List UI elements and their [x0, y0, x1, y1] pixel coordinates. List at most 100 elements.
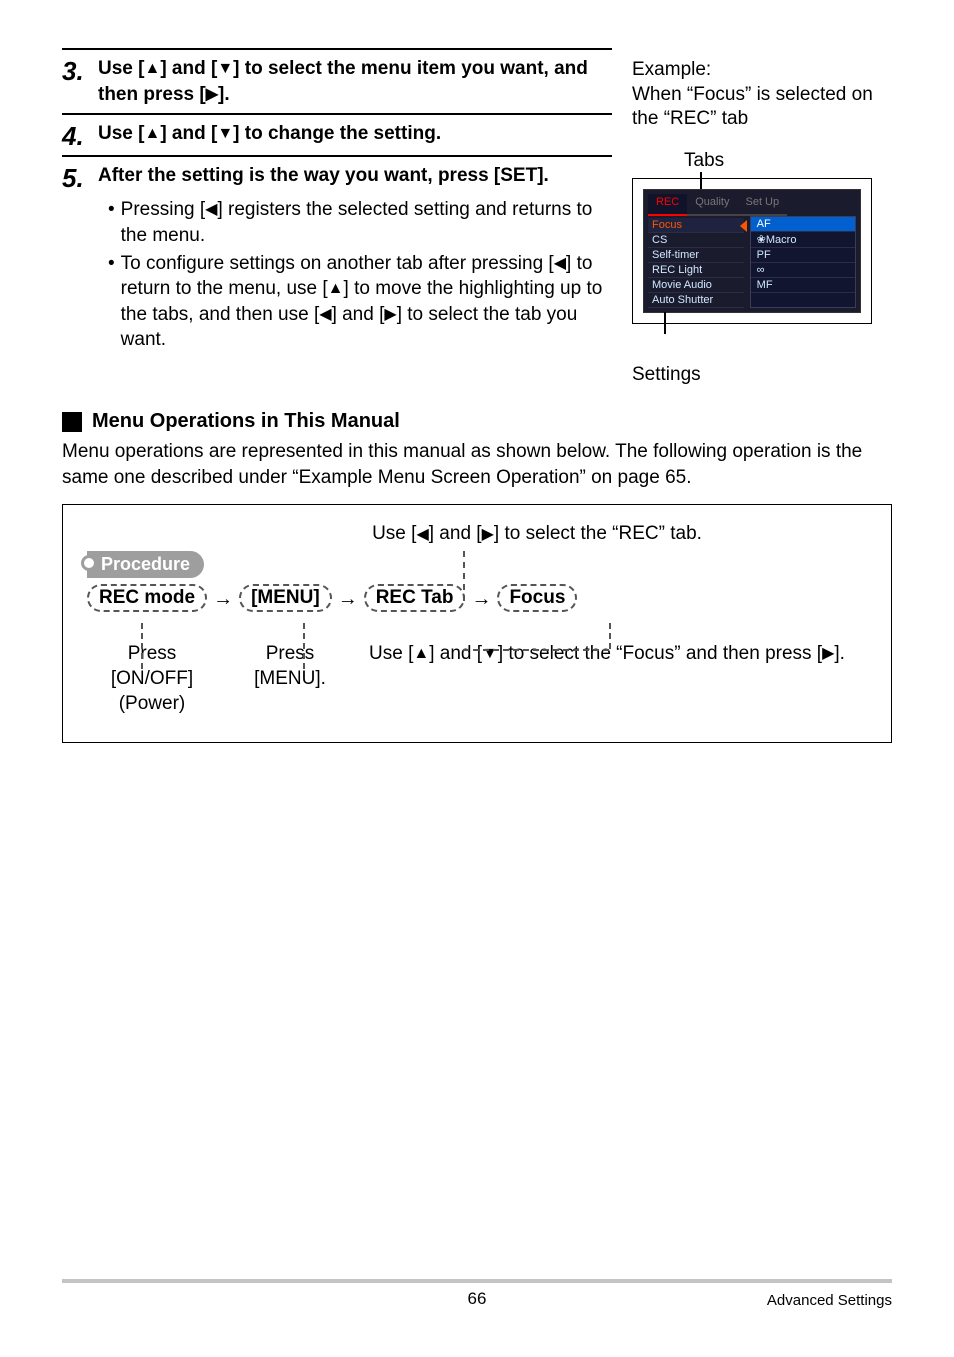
- menu-tabs-row: REC Quality Set Up: [648, 194, 856, 216]
- tabs-callout-label: Tabs: [684, 150, 892, 172]
- bullet-item: • To configure settings on another tab a…: [108, 251, 612, 354]
- section-heading: Menu Operations in This Manual: [62, 410, 892, 433]
- bullet-item: • Pressing [◀] registers the selected se…: [108, 197, 612, 248]
- down-triangle-icon: ▼: [482, 644, 498, 665]
- section-paragraph: Menu operations are represented in this …: [62, 439, 892, 490]
- rule: [62, 48, 612, 50]
- footer-rule: [62, 1279, 892, 1283]
- menu-screenshot: REC Quality Set Up Focus CS Self-timer R…: [632, 178, 872, 324]
- t: ].: [834, 643, 845, 664]
- right-triangle-icon: ▶: [482, 524, 494, 544]
- t: ] to select the “Focus” and then press [: [498, 643, 822, 664]
- footer-section-name: Advanced Settings: [767, 1292, 892, 1309]
- step-text: Use [▲] and [▼] to change the setting.: [98, 121, 441, 147]
- selection-arrow-icon: [740, 220, 747, 232]
- step-text: Use [▲] and [▼] to select the menu item …: [98, 56, 612, 107]
- annotation: Use [▲] and [▼] to select the “Focus” an…: [363, 642, 867, 716]
- arrow-icon: →: [471, 588, 491, 611]
- down-triangle-icon: ▼: [217, 123, 233, 145]
- t: ] to change the setting.: [233, 123, 441, 144]
- procedure-box: Use [◀] and [▶] to select the “REC” tab.…: [62, 504, 892, 743]
- t: Use [: [369, 643, 413, 664]
- left-triangle-icon: ◀: [554, 253, 566, 275]
- menu-tab: Set Up: [737, 194, 787, 216]
- t: [MENU].: [225, 667, 355, 692]
- left-triangle-icon: ◀: [205, 199, 217, 221]
- procedure-step: Focus: [497, 584, 577, 612]
- annotation: Press [MENU].: [225, 642, 355, 716]
- annotation: Press [ON/OFF] (Power): [87, 642, 217, 716]
- menu-tab: Quality: [687, 194, 737, 216]
- step-5: 5. After the setting is the way you want…: [62, 155, 612, 353]
- list-item: PF: [751, 248, 855, 263]
- t: When “Focus” is selected on the “REC” ta…: [632, 83, 892, 132]
- settings-callout-label: Settings: [632, 364, 892, 386]
- left-triangle-icon: ◀: [319, 304, 331, 326]
- t: Example:: [632, 58, 892, 83]
- right-triangle-icon: ▶: [206, 84, 218, 106]
- t: Use [: [98, 58, 144, 79]
- t: ] and [: [429, 643, 482, 664]
- t: Use [: [98, 123, 144, 144]
- procedure-top-note: Use [◀] and [▶] to select the “REC” tab.: [207, 523, 867, 545]
- step-number: 5.: [62, 163, 90, 191]
- list-item: AF: [751, 217, 855, 232]
- t: ].: [218, 84, 230, 105]
- t: To configure settings on another tab aft…: [121, 253, 554, 274]
- procedure-annotations: Press [ON/OFF] (Power) Press [MENU]. Use…: [87, 642, 867, 716]
- list-item: REC Light: [648, 263, 744, 278]
- procedure-tag: Procedure: [87, 551, 204, 578]
- step-number: 3.: [62, 56, 90, 84]
- list-item: ∞: [751, 263, 855, 278]
- example-caption: Example: When “Focus” is selected on the…: [632, 58, 892, 132]
- menu-right-list: AF ❀Macro PF ∞ MF: [750, 216, 856, 308]
- menu-tab: REC: [648, 194, 687, 216]
- up-triangle-icon: ▲: [144, 58, 160, 80]
- list-item: MF: [751, 278, 855, 293]
- t: Press: [87, 642, 217, 667]
- t: (Power): [87, 692, 217, 717]
- t: ] to select the “REC” tab.: [494, 523, 702, 544]
- right-triangle-icon: ▶: [384, 304, 396, 326]
- arrow-icon: →: [338, 588, 358, 611]
- section-title: Menu Operations in This Manual: [92, 410, 400, 433]
- step-number: 4.: [62, 121, 90, 149]
- left-triangle-icon: ◀: [416, 524, 428, 544]
- t: [ON/OFF]: [87, 667, 217, 692]
- step-bullets: • Pressing [◀] registers the selected se…: [62, 197, 612, 353]
- t: ] and [: [160, 123, 217, 144]
- up-triangle-icon: ▲: [328, 278, 344, 300]
- menu-left-list: Focus CS Self-timer REC Light Movie Audi…: [648, 216, 744, 308]
- list-item: Movie Audio: [648, 278, 744, 293]
- procedure-step: REC mode: [87, 584, 207, 612]
- square-bullet-icon: [62, 412, 82, 432]
- t: Use [: [372, 523, 416, 544]
- t: ] and [: [332, 304, 385, 325]
- arrow-icon: →: [213, 588, 233, 611]
- down-triangle-icon: ▼: [217, 58, 233, 80]
- step-text: After the setting is the way you want, p…: [98, 163, 549, 189]
- list-item: CS: [648, 233, 744, 248]
- procedure-step: REC Tab: [364, 584, 466, 612]
- bullet-icon: •: [108, 251, 115, 354]
- t: ] and [: [429, 523, 482, 544]
- t: Tabs: [684, 150, 724, 171]
- procedure-line: REC mode → [MENU] → REC Tab → Focus: [87, 584, 867, 612]
- bullet-icon: •: [108, 197, 115, 248]
- up-triangle-icon: ▲: [413, 644, 429, 665]
- rule: [62, 155, 612, 157]
- rule: [62, 113, 612, 115]
- t: Press: [225, 642, 355, 667]
- t: Pressing [: [121, 199, 205, 220]
- list-item: Self-timer: [648, 248, 744, 263]
- list-item: Auto Shutter: [648, 293, 744, 308]
- leader-line: [664, 312, 666, 334]
- list-item: Focus: [648, 218, 744, 233]
- up-triangle-icon: ▲: [144, 123, 160, 145]
- right-triangle-icon: ▶: [822, 644, 834, 665]
- procedure-step: [MENU]: [239, 584, 332, 612]
- step-4: 4. Use [▲] and [▼] to change the setting…: [62, 113, 612, 149]
- t: ] and [: [160, 58, 217, 79]
- step-3: 3. Use [▲] and [▼] to select the menu it…: [62, 48, 612, 107]
- list-item: ❀Macro: [751, 232, 855, 248]
